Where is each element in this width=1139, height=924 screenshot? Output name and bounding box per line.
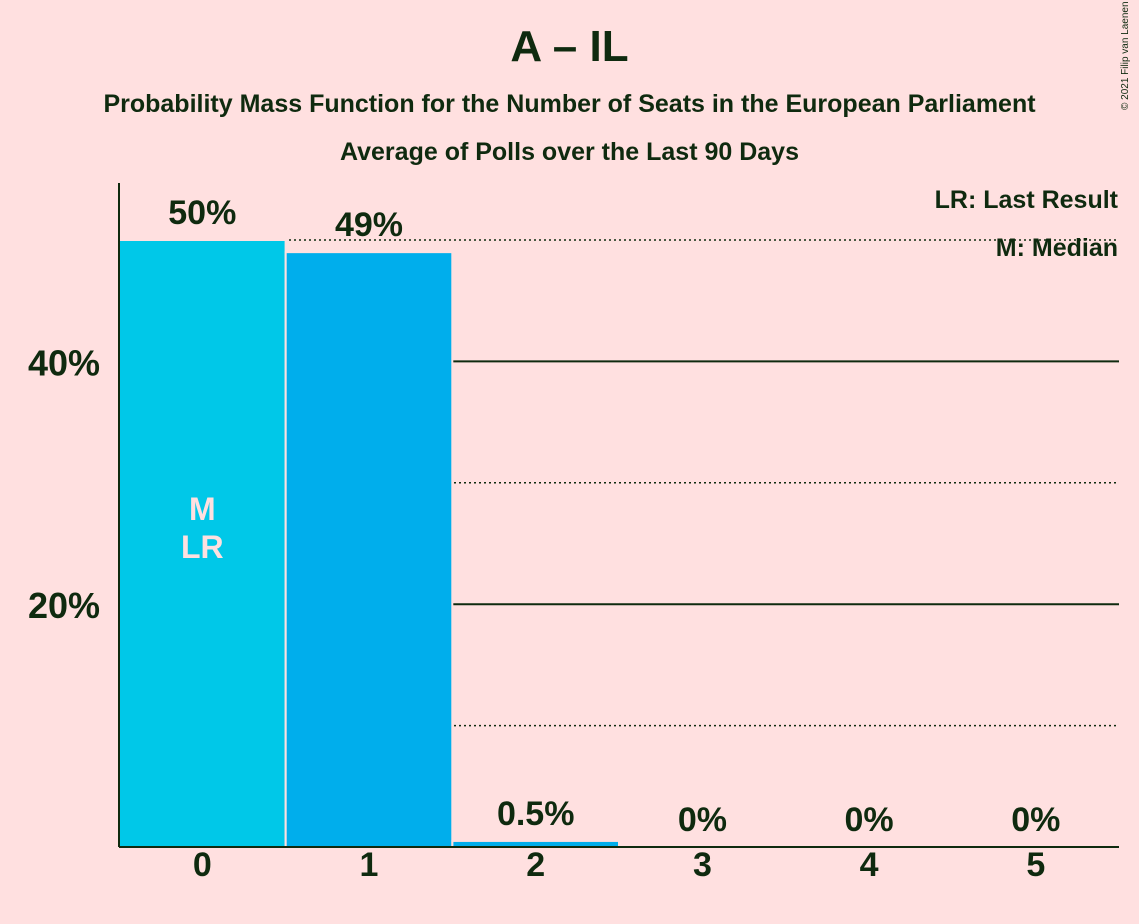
bar-value-label: 50% — [168, 194, 236, 232]
x-tick-label: 2 — [526, 846, 545, 884]
bar-value-label: 0.5% — [497, 795, 575, 833]
bar-marker-label: M — [189, 491, 216, 527]
x-tick-label: 5 — [1026, 846, 1045, 884]
bar-value-label: 49% — [335, 206, 403, 244]
y-tick-label: 40% — [28, 342, 100, 383]
x-tick-label: 4 — [860, 846, 879, 884]
x-tick-label: 3 — [693, 846, 712, 884]
bar — [284, 251, 454, 848]
legend-last-result: LR: Last Result — [934, 186, 1118, 214]
y-tick-label: 20% — [28, 585, 100, 626]
bar — [118, 239, 287, 848]
bar-value-label: 0% — [678, 801, 727, 839]
x-tick-label: 1 — [360, 846, 379, 884]
chart-subtitle-period: Average of Polls over the Last 90 Days — [340, 138, 799, 166]
legend-median: M: Median — [995, 234, 1118, 262]
bar-value-label: 0% — [845, 801, 894, 839]
chart-title: A – IL — [510, 22, 629, 71]
chart-subtitle: Probability Mass Function for the Number… — [103, 90, 1036, 118]
bar-marker-label: LR — [181, 529, 224, 565]
x-tick-label: 0 — [193, 846, 212, 884]
bar-value-label: 0% — [1011, 801, 1060, 839]
